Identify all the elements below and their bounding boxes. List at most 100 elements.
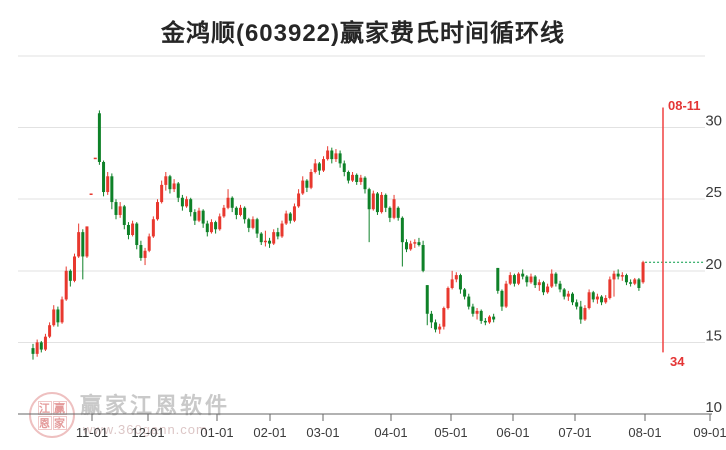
candle-body xyxy=(471,306,475,314)
candle-body xyxy=(479,310,483,321)
candle-body xyxy=(89,193,93,195)
candle-body xyxy=(297,193,301,207)
candle-body xyxy=(226,197,230,208)
candle-body xyxy=(537,282,541,286)
candle-body xyxy=(301,180,305,194)
candle-body xyxy=(85,226,89,257)
candle-body xyxy=(595,296,599,300)
candle-body xyxy=(405,242,408,250)
y-tick-label: 25 xyxy=(705,184,722,201)
candle-body xyxy=(164,176,168,185)
candle-body xyxy=(218,216,222,230)
candle-body xyxy=(583,308,587,320)
candle-body xyxy=(255,219,259,234)
candle-body xyxy=(193,212,197,221)
candle-body xyxy=(31,348,35,354)
candle-body xyxy=(434,322,438,330)
candle-body xyxy=(114,202,118,215)
candle-body xyxy=(620,275,624,277)
candle-body xyxy=(604,298,608,303)
candle-body xyxy=(93,157,97,160)
candle-body xyxy=(317,163,321,171)
candle-body xyxy=(73,256,76,281)
candle-body xyxy=(272,232,276,244)
candle-body xyxy=(504,283,508,307)
candle-body xyxy=(131,223,135,235)
candle-body xyxy=(52,309,56,326)
candle-body xyxy=(48,325,52,337)
candle-body xyxy=(64,270,68,300)
candle-body xyxy=(500,290,504,307)
candle-body xyxy=(284,213,288,224)
candle-body xyxy=(43,336,47,350)
candle-body xyxy=(251,219,255,228)
candle-body xyxy=(409,243,413,250)
candle-body xyxy=(247,219,251,228)
candle-body xyxy=(417,242,421,246)
candle-body xyxy=(438,326,442,330)
candle-body xyxy=(637,279,641,288)
candle-body xyxy=(168,176,172,190)
x-tick-label: 08-01 xyxy=(628,425,661,440)
candle-body xyxy=(388,207,392,218)
candle-body xyxy=(338,153,342,164)
candle-body xyxy=(375,193,379,213)
y-tick-label: 15 xyxy=(705,327,722,344)
cycle-number-label: 34 xyxy=(670,354,685,369)
watermark-seal-icon: 江 赢 恩 家 xyxy=(29,392,75,438)
candle-body xyxy=(612,273,616,280)
candle-body xyxy=(176,183,180,198)
candle-body xyxy=(209,222,213,233)
candle-body xyxy=(243,207,247,220)
candle-body xyxy=(39,342,43,350)
candle-body xyxy=(429,313,433,323)
candle-body xyxy=(147,236,151,251)
candle-body xyxy=(421,245,425,271)
candle-body xyxy=(496,267,500,291)
candle-body xyxy=(205,223,209,233)
candle-body xyxy=(508,275,512,284)
candle-body xyxy=(392,199,396,218)
candle-body xyxy=(172,183,176,190)
candle-body xyxy=(110,176,114,203)
candle-body xyxy=(68,270,72,281)
candle-body xyxy=(288,213,292,221)
candle-body xyxy=(396,207,400,218)
candle-body xyxy=(562,289,566,297)
candle-body xyxy=(633,279,637,284)
candle-body xyxy=(575,302,579,307)
candle-body xyxy=(550,273,554,287)
candle-body xyxy=(529,276,533,283)
candle-body xyxy=(189,199,193,213)
candle-body xyxy=(566,293,570,297)
candle-body xyxy=(292,206,296,221)
candle-body xyxy=(463,289,467,297)
candle-body xyxy=(446,287,450,309)
candle-body xyxy=(525,276,529,283)
candle-body xyxy=(122,206,126,225)
candle-body xyxy=(641,262,645,283)
candle-body xyxy=(151,219,155,237)
candle-body xyxy=(512,275,516,284)
seal-char: 恩 xyxy=(37,415,52,430)
candle-body xyxy=(309,171,313,188)
candle-body xyxy=(579,306,583,320)
candle-body xyxy=(106,176,110,193)
y-tick-label: 30 xyxy=(705,113,722,130)
candle-body xyxy=(558,283,562,290)
cycle-date-label: 08-11 xyxy=(668,98,701,113)
candle-body xyxy=(334,153,338,160)
candle-body xyxy=(608,279,612,299)
candle-body xyxy=(305,180,309,188)
x-tick-label: 01-01 xyxy=(200,425,233,440)
candle-body xyxy=(77,232,81,257)
candle-body xyxy=(139,245,143,258)
candle-body xyxy=(143,250,147,258)
candle-body xyxy=(268,240,272,244)
candle-body xyxy=(380,194,384,213)
candle-body xyxy=(533,276,537,286)
candle-body xyxy=(546,286,550,293)
candle-body xyxy=(56,309,60,323)
